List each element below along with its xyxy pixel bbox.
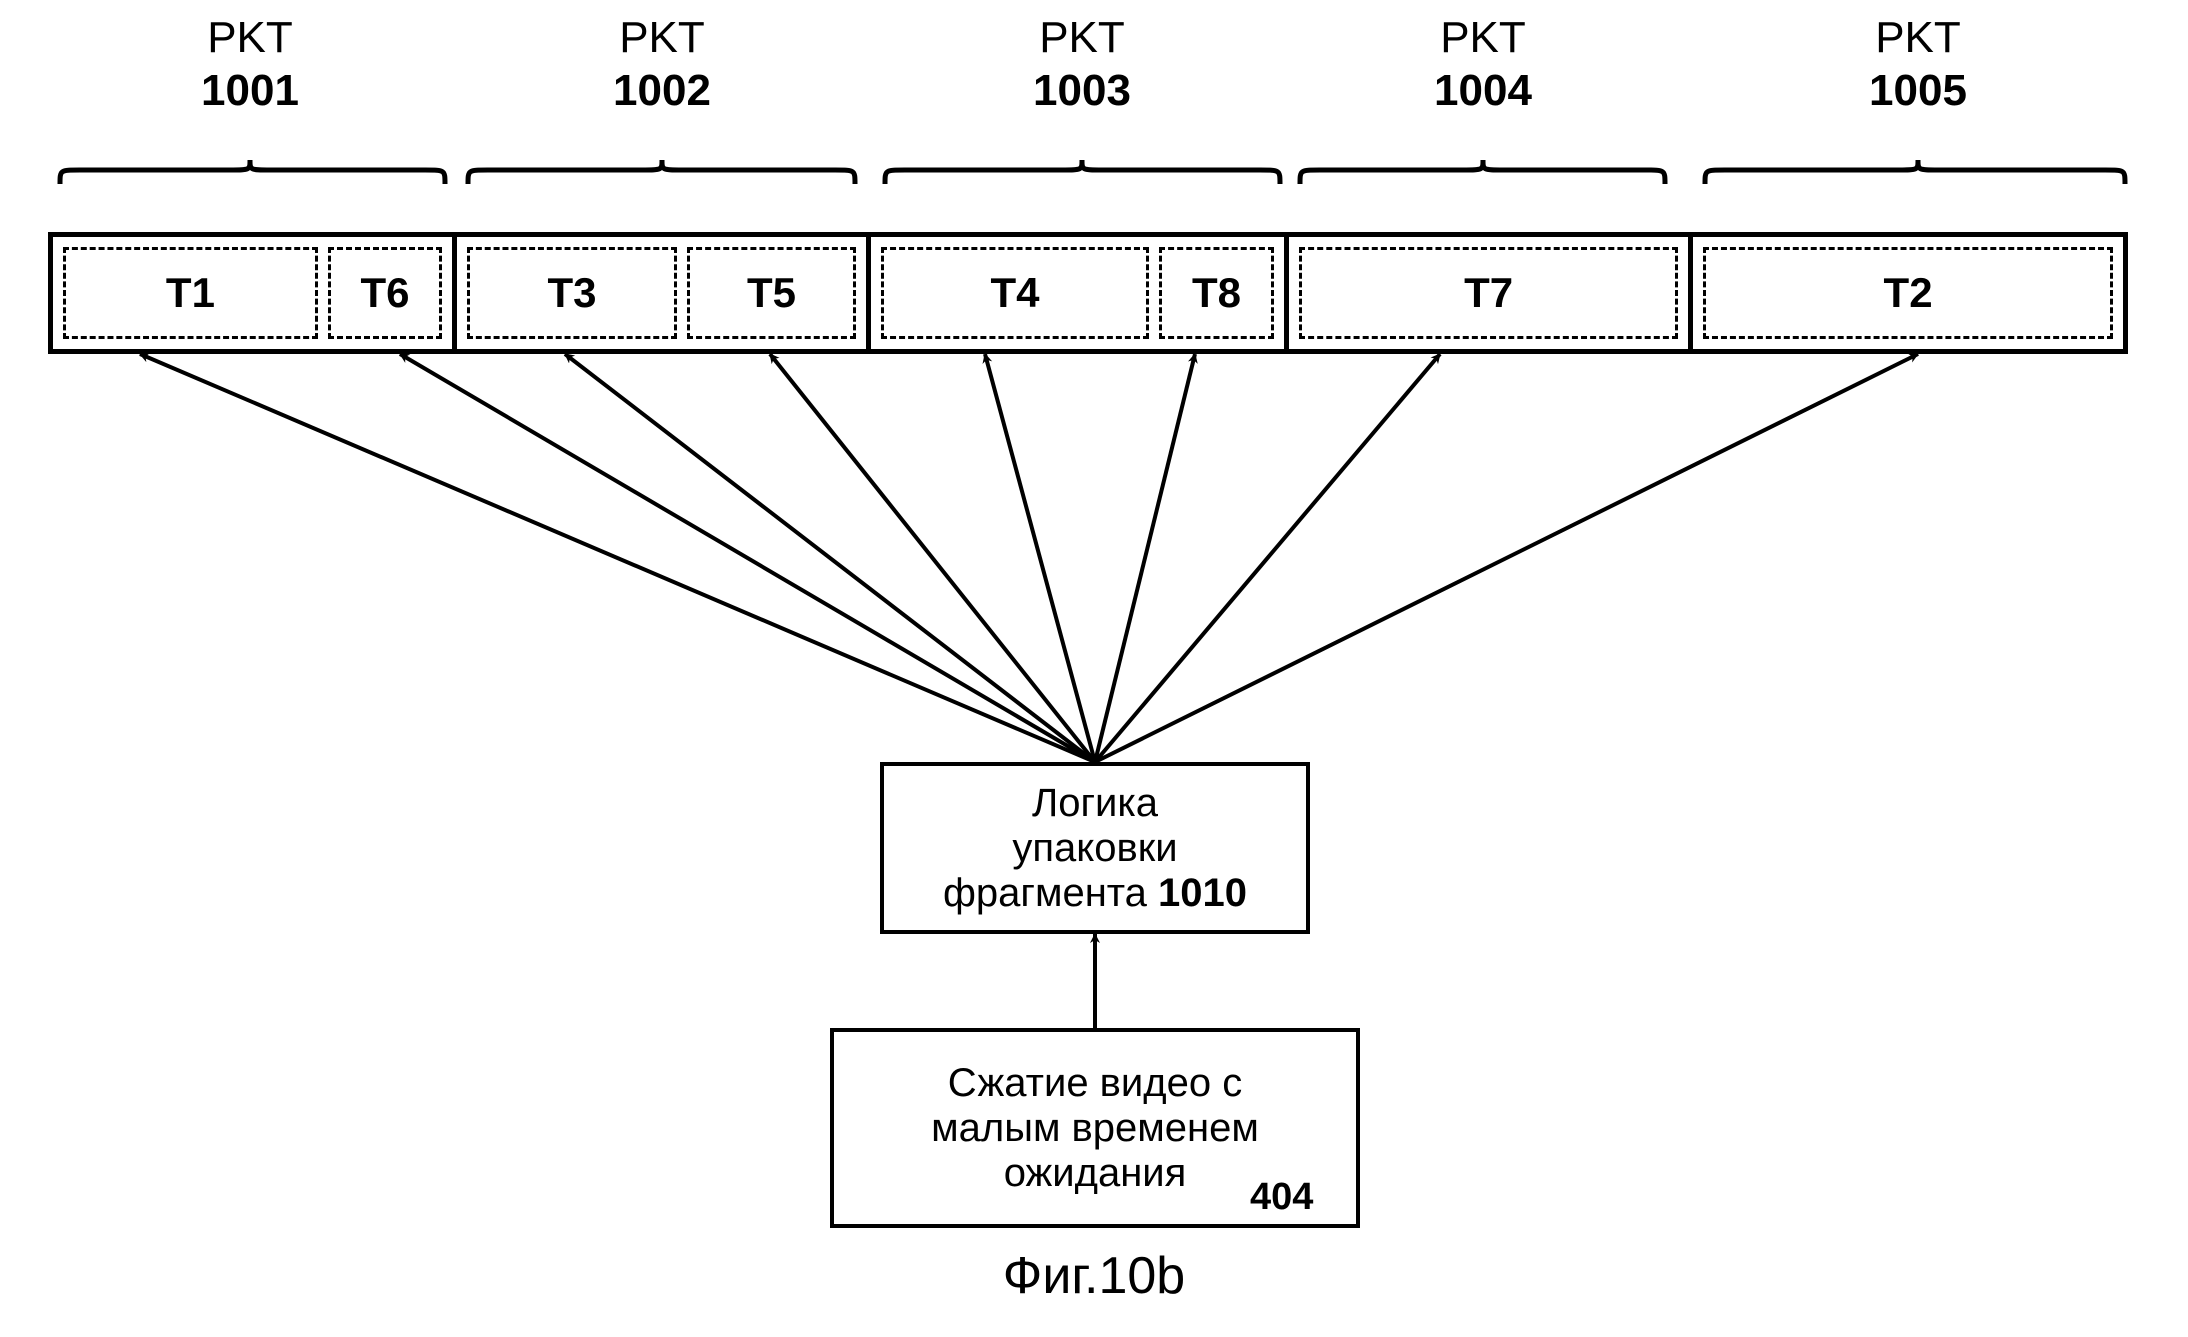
tile-t7: T7 (1299, 247, 1678, 339)
pkt-label-4: PKT1004 (1363, 12, 1603, 118)
tile-t3: T3 (467, 247, 677, 339)
tile-t4: T4 (881, 247, 1149, 339)
fan-arrow-1 (140, 354, 1095, 762)
compress-number: 404 (1250, 1176, 1313, 1219)
compress-line3: ожидания (1004, 1151, 1187, 1195)
pkt-label-5: PKT1005 (1798, 12, 2038, 118)
packet-2: T3T5 (457, 237, 871, 349)
fan-arrow-7 (1095, 354, 1440, 762)
tile-t8: T8 (1159, 247, 1274, 339)
fragment-packing-logic-box: Логика упаковки фрагмента 1010 (880, 762, 1310, 934)
fan-arrow-2 (400, 354, 1095, 762)
brace-3 (885, 160, 1280, 184)
logic-line2: упаковки (1012, 826, 1177, 870)
fan-arrow-8 (1095, 354, 1918, 762)
compress-line2: малым временем (931, 1106, 1259, 1150)
packet-3: T4T8 (871, 237, 1289, 349)
tile-t1: T1 (63, 247, 318, 339)
pkt-label-2: PKT1002 (542, 12, 782, 118)
logic-line1: Логика (1032, 781, 1158, 825)
pkt-label-1: PKT1001 (130, 12, 370, 118)
fan-arrow-5 (985, 354, 1095, 762)
packet-5: T2 (1693, 237, 2123, 349)
packet-row: T1T6T3T5T4T8T7T2 (48, 232, 2128, 354)
tile-t5: T5 (687, 247, 856, 339)
figure-canvas: PKT1001 PKT1002 PKT1003 PKT1004 PKT1005 T1T6… (0, 0, 2188, 1337)
fan-arrow-4 (770, 354, 1095, 762)
figure-caption: Фиг.10b (944, 1246, 1244, 1306)
tile-t2: T2 (1703, 247, 2113, 339)
packet-1: T1T6 (53, 237, 457, 349)
brace-4 (1300, 160, 1665, 184)
fan-arrow-6 (1095, 354, 1195, 762)
brace-5 (1705, 160, 2125, 184)
tile-t6: T6 (328, 247, 442, 339)
pkt-label-3: PKT1003 (962, 12, 1202, 118)
compress-line1: Сжатие видео с (948, 1061, 1242, 1105)
brace-1 (60, 160, 445, 184)
fan-arrow-3 (565, 354, 1095, 762)
packet-4: T7 (1289, 237, 1693, 349)
logic-number: 1010 (1158, 871, 1247, 915)
logic-line3: фрагмента (943, 871, 1147, 915)
brace-2 (468, 160, 855, 184)
